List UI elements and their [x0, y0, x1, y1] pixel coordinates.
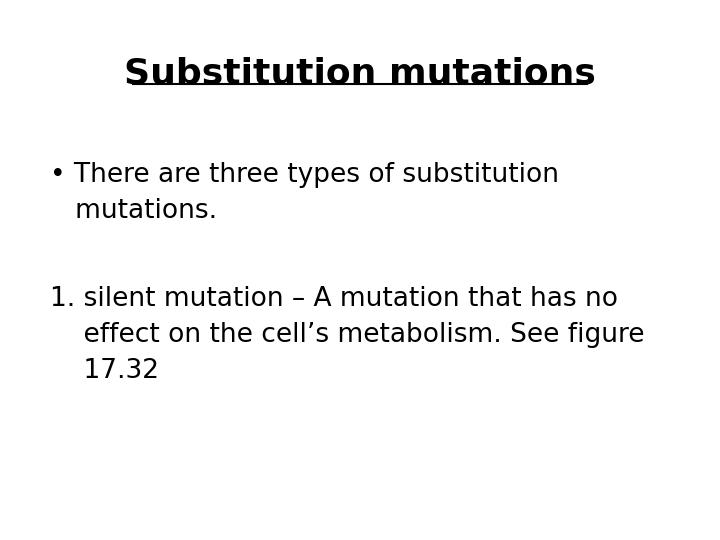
Text: Substitution mutations: Substitution mutations [124, 57, 596, 91]
Text: 1. silent mutation – A mutation that has no
    effect on the cell’s metabolism.: 1. silent mutation – A mutation that has… [50, 286, 645, 384]
Text: • There are three types of substitution
   mutations.: • There are three types of substitution … [50, 162, 559, 224]
